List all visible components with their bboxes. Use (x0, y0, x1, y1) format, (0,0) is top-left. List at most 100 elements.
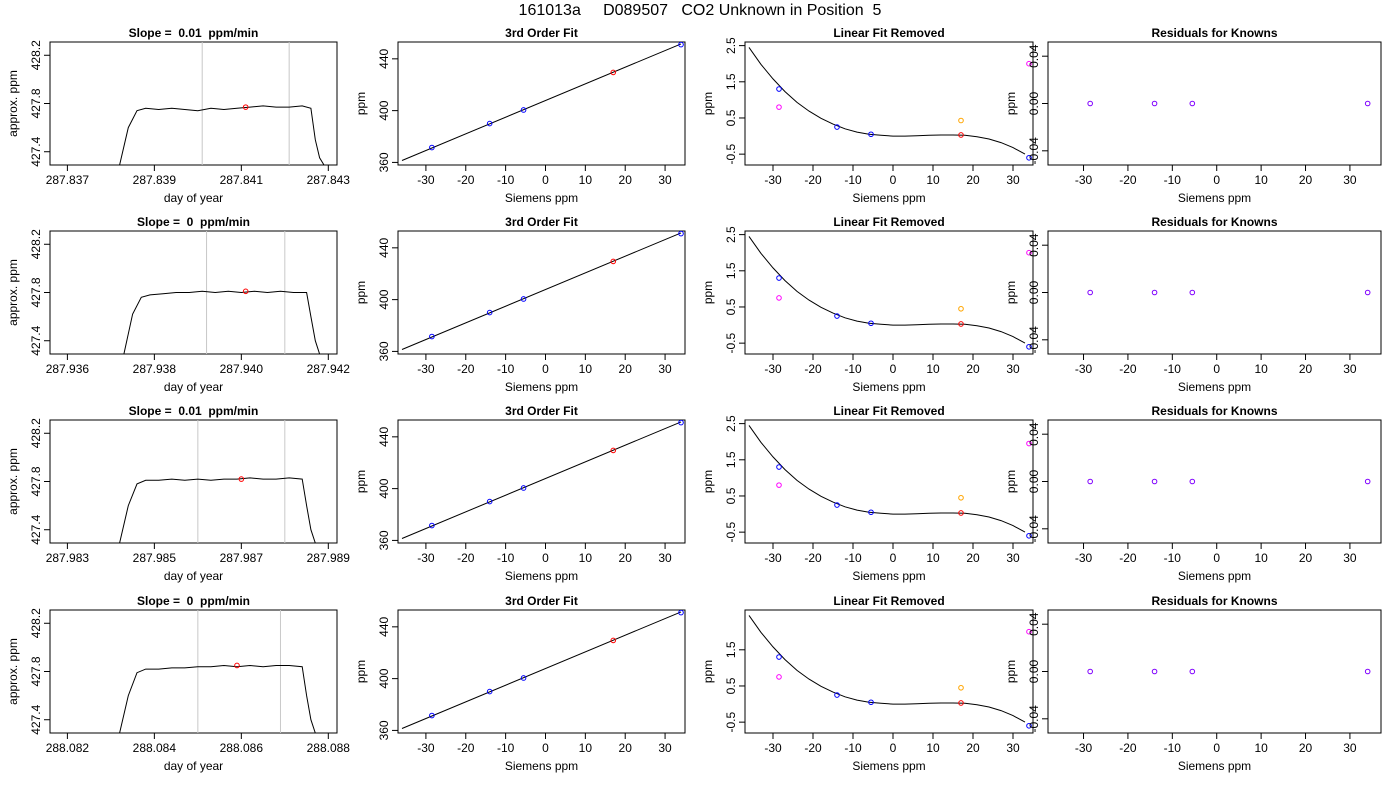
unknown-point (610, 258, 617, 265)
raw-point (1026, 440, 1032, 447)
x-tick-label: -30 (1075, 741, 1093, 755)
panel-linear_removed-row4: Linear Fit Removed -30 -20 -10 0 10 20 30 -0.5 0.… (701, 594, 1034, 773)
x-tick-label: 287.938 (133, 362, 177, 376)
plot-box (744, 230, 1034, 355)
analyzer-trace (119, 477, 316, 543)
x-tick-label: 10 (926, 362, 940, 376)
residual-point (1151, 478, 1158, 485)
residual-point (1364, 478, 1371, 485)
x-axis-label: Siemens ppm (852, 569, 925, 583)
x-axis-label: day of year (164, 191, 223, 205)
x-tick-label: 0 (1213, 741, 1220, 755)
y-axis-label: ppm (354, 660, 368, 683)
plot-data (748, 615, 1032, 729)
y-axis-label: approx. ppm (6, 70, 20, 137)
x-tick-label: 20 (1299, 362, 1313, 376)
x-tick-label: 288.086 (220, 741, 264, 755)
x-tick-label: 10 (1254, 741, 1268, 755)
unknown-alt-point (958, 494, 964, 501)
known-point (520, 296, 527, 302)
y-axis-label: ppm (701, 281, 715, 304)
y-tick-label: 428.2 (29, 608, 43, 638)
panel-linear_removed-row3: Linear Fit Removed -30 -20 -10 0 10 20 30 -0.5 0.… (701, 404, 1034, 583)
x-tick-label: 10 (579, 741, 593, 755)
x-tick-label: 30 (1006, 551, 1020, 565)
plot-data (748, 236, 1032, 350)
x-tick-label: -30 (1075, 551, 1093, 565)
plot-box (397, 41, 686, 166)
panel-title: Linear Fit Removed (833, 215, 944, 229)
y-tick-label: 2.5 (724, 226, 738, 243)
x-tick-label: 0 (542, 551, 549, 565)
x-tick-label: -20 (1119, 362, 1137, 376)
plot-data (748, 47, 1032, 161)
panel-title: Slope = 0.01 ppm/min (129, 404, 259, 418)
x-tick-label: -20 (1119, 551, 1137, 565)
x-tick-label: -10 (1164, 741, 1182, 755)
plot-box (744, 419, 1034, 544)
x-tick-label: 0 (890, 362, 897, 376)
y-tick-label: 360 (377, 152, 391, 172)
plot-box (1047, 230, 1382, 355)
x-tick-label: 20 (966, 173, 980, 187)
unknown-point (958, 700, 964, 706)
x-tick-label: 10 (926, 741, 940, 755)
known-point (486, 309, 493, 316)
y-tick-label: 0.04 (1027, 422, 1041, 446)
x-axis-label: Siemens ppm (852, 191, 925, 205)
known-point (429, 522, 435, 529)
x-tick-label: -30 (764, 551, 782, 565)
panel-title: Slope = 0 ppm/min (137, 215, 250, 229)
panel-title: Residuals for Knowns (1151, 215, 1277, 229)
x-tick-label: 287.843 (307, 173, 351, 187)
residual-point (1189, 289, 1196, 296)
x-tick-label: 0 (1213, 362, 1220, 376)
known-point (678, 420, 684, 426)
y-tick-label: 0.5 (724, 109, 738, 126)
x-tick-label: -10 (497, 551, 515, 565)
y-tick-label: 0.04 (1027, 612, 1041, 636)
x-tick-label: 20 (966, 362, 980, 376)
panel-title: Residuals for Knowns (1151, 404, 1277, 418)
panel-fit-row3: 3rd Order Fit -30 -20 -10 0 10 20 30 360 400 440 Si… (354, 404, 686, 583)
plot-box (397, 419, 686, 544)
y-tick-label: 400 (377, 289, 391, 309)
y-tick-label: 427.8 (29, 656, 43, 686)
unknown-alt-point (958, 117, 964, 124)
x-tick-label: 0 (890, 173, 897, 187)
y-tick-label: 427.8 (29, 277, 43, 307)
y-tick-label: 427.4 (29, 136, 43, 166)
y-tick-label: -0.5 (724, 711, 738, 732)
known-point (678, 610, 684, 616)
x-tick-label: 30 (658, 362, 672, 376)
x-tick-label: 10 (579, 173, 593, 187)
known-point (1026, 532, 1032, 539)
y-axis-label: ppm (701, 92, 715, 115)
plot-data (401, 610, 684, 729)
x-tick-label: -10 (497, 362, 515, 376)
plot-data (1087, 289, 1371, 296)
known-point (678, 42, 684, 48)
y-tick-label: 427.8 (29, 88, 43, 118)
x-tick-label: 288.082 (46, 741, 90, 755)
x-tick-label: 20 (619, 741, 633, 755)
x-tick-label: 0 (890, 741, 897, 755)
y-tick-label: 1.5 (724, 262, 738, 279)
y-tick-label: 360 (377, 341, 391, 361)
panel-title: Slope = 0.01 ppm/min (129, 26, 259, 40)
y-tick-label: 0.00 (1027, 280, 1041, 304)
y-tick-label: 1.5 (724, 73, 738, 90)
panel-title: Linear Fit Removed (833, 26, 944, 40)
y-axis-label: ppm (701, 660, 715, 683)
residual-point (1189, 100, 1196, 107)
known-point (486, 498, 493, 505)
y-tick-label: 427.4 (29, 325, 43, 355)
known-point (429, 144, 435, 151)
x-tick-label: -20 (804, 551, 822, 565)
panel-residuals-row4: Residuals for Knowns -30 -20 -10 0 10 20 30 -0.0… (1004, 594, 1382, 773)
y-axis-label: ppm (354, 281, 368, 304)
x-tick-label: 287.940 (220, 362, 264, 376)
y-axis-label: ppm (701, 470, 715, 493)
x-tick-label: 30 (658, 551, 672, 565)
x-tick-label: 30 (658, 741, 672, 755)
